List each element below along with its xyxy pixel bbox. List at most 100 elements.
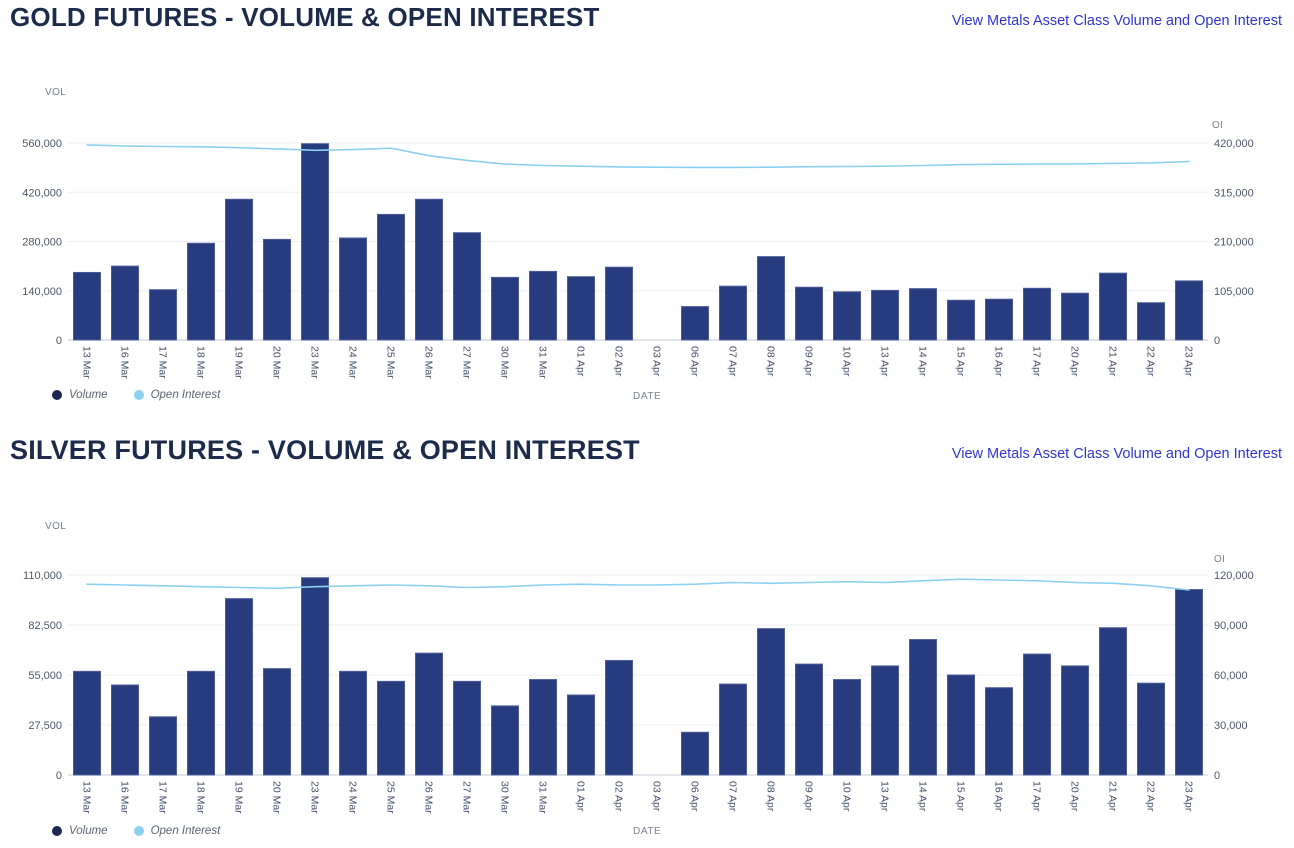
open-interest-legend-dot-icon bbox=[133, 390, 144, 400]
x-axis-date-label: 22 Apr bbox=[1144, 346, 1156, 377]
x-axis-date-label: 16 Apr bbox=[992, 346, 1004, 377]
right-axis-tick: 90,000 bbox=[1214, 620, 1248, 632]
x-axis-date-label: 07 Apr bbox=[726, 781, 738, 812]
x-axis-date-label: 08 Apr bbox=[764, 346, 776, 377]
volume-bar bbox=[111, 265, 139, 341]
left-axis-tick: 0 bbox=[56, 335, 62, 347]
silver-chart-legend: Volume Open Interest bbox=[52, 825, 220, 837]
x-axis-date-label: 25 Mar bbox=[384, 346, 396, 379]
left-axis-tick: 55,000 bbox=[28, 670, 62, 682]
x-axis-date-label: 20 Apr bbox=[1068, 781, 1080, 812]
open-interest-line bbox=[86, 144, 1190, 169]
volume-bar bbox=[757, 628, 785, 776]
volume-bar bbox=[757, 256, 785, 341]
x-axis-date-label: 10 Apr bbox=[840, 346, 852, 377]
silver-chart-title: SILVER FUTURES - VOLUME & OPEN INTEREST bbox=[10, 435, 640, 465]
open-interest-legend-dot-icon bbox=[133, 826, 144, 836]
silver-legend-item-volume[interactable]: Volume bbox=[52, 825, 108, 837]
gold-chart-header: GOLD FUTURES - VOLUME & OPEN INTEREST Vi… bbox=[10, 2, 1282, 33]
volume-bar bbox=[795, 663, 823, 776]
x-axis-date-label: 17 Apr bbox=[1030, 346, 1042, 377]
x-axis-date-label: 23 Mar bbox=[308, 346, 320, 379]
gold-legend-item-open-interest[interactable]: Open Interest bbox=[133, 389, 220, 401]
x-axis-date-label: 08 Apr bbox=[764, 781, 776, 812]
volume-bar bbox=[415, 652, 443, 776]
volume-bar bbox=[187, 670, 215, 776]
x-axis-date-label: 23 Apr bbox=[1182, 346, 1194, 377]
x-axis-date-label: 06 Apr bbox=[688, 781, 700, 812]
x-axis-date-label: 20 Mar bbox=[270, 346, 282, 379]
x-axis-date-label: 14 Apr bbox=[916, 781, 928, 812]
left-axis-tick: 0 bbox=[56, 770, 62, 782]
volume-bar bbox=[1023, 287, 1051, 341]
volume-bar bbox=[1175, 280, 1203, 341]
x-axis-date-label: 13 Apr bbox=[878, 346, 890, 377]
open-interest-legend-label: Open Interest bbox=[150, 825, 221, 837]
left-axis-tick: 420,000 bbox=[22, 187, 62, 199]
x-axis-date-label: 13 Apr bbox=[878, 781, 890, 812]
gold-chart-canvas: 0 0 140,000 105,000 280,000 210,000 420,000 315… bbox=[22, 138, 1254, 379]
volume-bar bbox=[149, 716, 177, 776]
volume-bar bbox=[377, 680, 405, 776]
volume-bar bbox=[681, 731, 709, 776]
volume-bar bbox=[1175, 589, 1203, 776]
silver-view-metals-link[interactable]: View Metals Asset Class Volume and Open … bbox=[951, 446, 1282, 462]
volume-bar bbox=[985, 687, 1013, 776]
left-axis-tick: 82,500 bbox=[28, 620, 62, 632]
volume-bar bbox=[377, 213, 405, 341]
volume-bar bbox=[1061, 292, 1089, 341]
x-axis-date-label: 27 Mar bbox=[460, 781, 472, 814]
x-axis-date-label: 03 Apr bbox=[650, 781, 662, 812]
left-axis-tick: 27,500 bbox=[28, 720, 62, 732]
x-axis-date-label: 02 Apr bbox=[612, 781, 624, 812]
volume-bar bbox=[605, 659, 633, 776]
x-axis-date-label: 15 Apr bbox=[954, 346, 966, 377]
volume-bar bbox=[947, 299, 975, 341]
x-axis-date-label: 01 Apr bbox=[574, 781, 586, 812]
volume-bar bbox=[453, 680, 481, 776]
x-axis-date-label: 20 Mar bbox=[270, 781, 282, 814]
x-axis-date-label: 17 Mar bbox=[156, 346, 168, 379]
left-axis-tick: 110,000 bbox=[23, 570, 62, 582]
volume-bar bbox=[909, 639, 937, 776]
volume-bar bbox=[567, 694, 595, 776]
volume-bar bbox=[225, 598, 253, 776]
volume-bar bbox=[1137, 682, 1165, 776]
volume-bar bbox=[491, 705, 519, 776]
x-axis-date-label: 15 Apr bbox=[954, 781, 966, 812]
volume-bar bbox=[833, 291, 861, 341]
right-axis-tick: 120,000 bbox=[1214, 570, 1254, 582]
volume-bar bbox=[1099, 627, 1127, 776]
gold-right-axis-unit: OI bbox=[1212, 120, 1224, 131]
right-axis-tick: 0 bbox=[1214, 335, 1220, 347]
x-axis-date-label: 18 Mar bbox=[194, 346, 206, 379]
x-axis-date-label: 24 Mar bbox=[346, 781, 358, 814]
volume-bar bbox=[187, 242, 215, 341]
volume-bar bbox=[681, 306, 709, 341]
gold-legend-item-volume[interactable]: Volume bbox=[52, 389, 108, 401]
x-axis-date-label: 03 Apr bbox=[650, 346, 662, 377]
x-axis-date-label: 18 Mar bbox=[194, 781, 206, 814]
x-axis-date-label: 24 Mar bbox=[346, 346, 358, 379]
volume-bar bbox=[719, 683, 747, 776]
volume-bar bbox=[453, 232, 481, 341]
gold-left-axis-unit: VOL bbox=[45, 87, 67, 98]
right-axis-tick: 420,000 bbox=[1214, 138, 1254, 150]
volume-bar bbox=[795, 286, 823, 341]
volume-bar bbox=[263, 238, 291, 341]
x-axis-date-label: 31 Mar bbox=[536, 781, 548, 814]
volume-bar bbox=[225, 198, 253, 341]
volume-bar bbox=[301, 143, 329, 341]
silver-legend-item-open-interest[interactable]: Open Interest bbox=[133, 825, 221, 837]
gold-view-metals-link[interactable]: View Metals Asset Class Volume and Open … bbox=[951, 13, 1282, 29]
x-axis-date-label: 13 Mar bbox=[80, 346, 92, 379]
volume-bar bbox=[301, 577, 329, 776]
volume-bar bbox=[567, 276, 595, 341]
volume-bar bbox=[415, 198, 443, 341]
x-axis-date-label: 21 Apr bbox=[1106, 781, 1118, 812]
x-axis-date-label: 02 Apr bbox=[612, 346, 624, 377]
left-axis-tick: 280,000 bbox=[22, 237, 62, 249]
x-axis-date-label: 26 Mar bbox=[422, 781, 434, 814]
x-axis-date-label: 10 Apr bbox=[840, 781, 852, 812]
